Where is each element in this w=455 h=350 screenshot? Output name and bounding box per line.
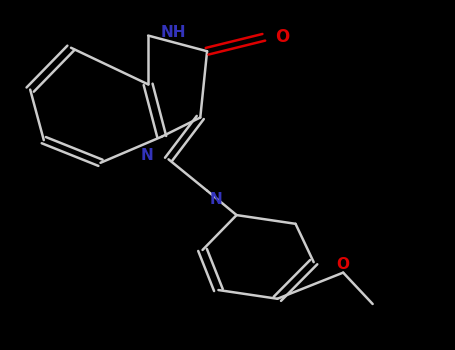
Text: N: N: [210, 192, 222, 207]
Text: O: O: [337, 258, 350, 272]
Text: O: O: [275, 28, 289, 46]
Text: N: N: [141, 148, 153, 163]
Text: NH: NH: [160, 25, 186, 40]
